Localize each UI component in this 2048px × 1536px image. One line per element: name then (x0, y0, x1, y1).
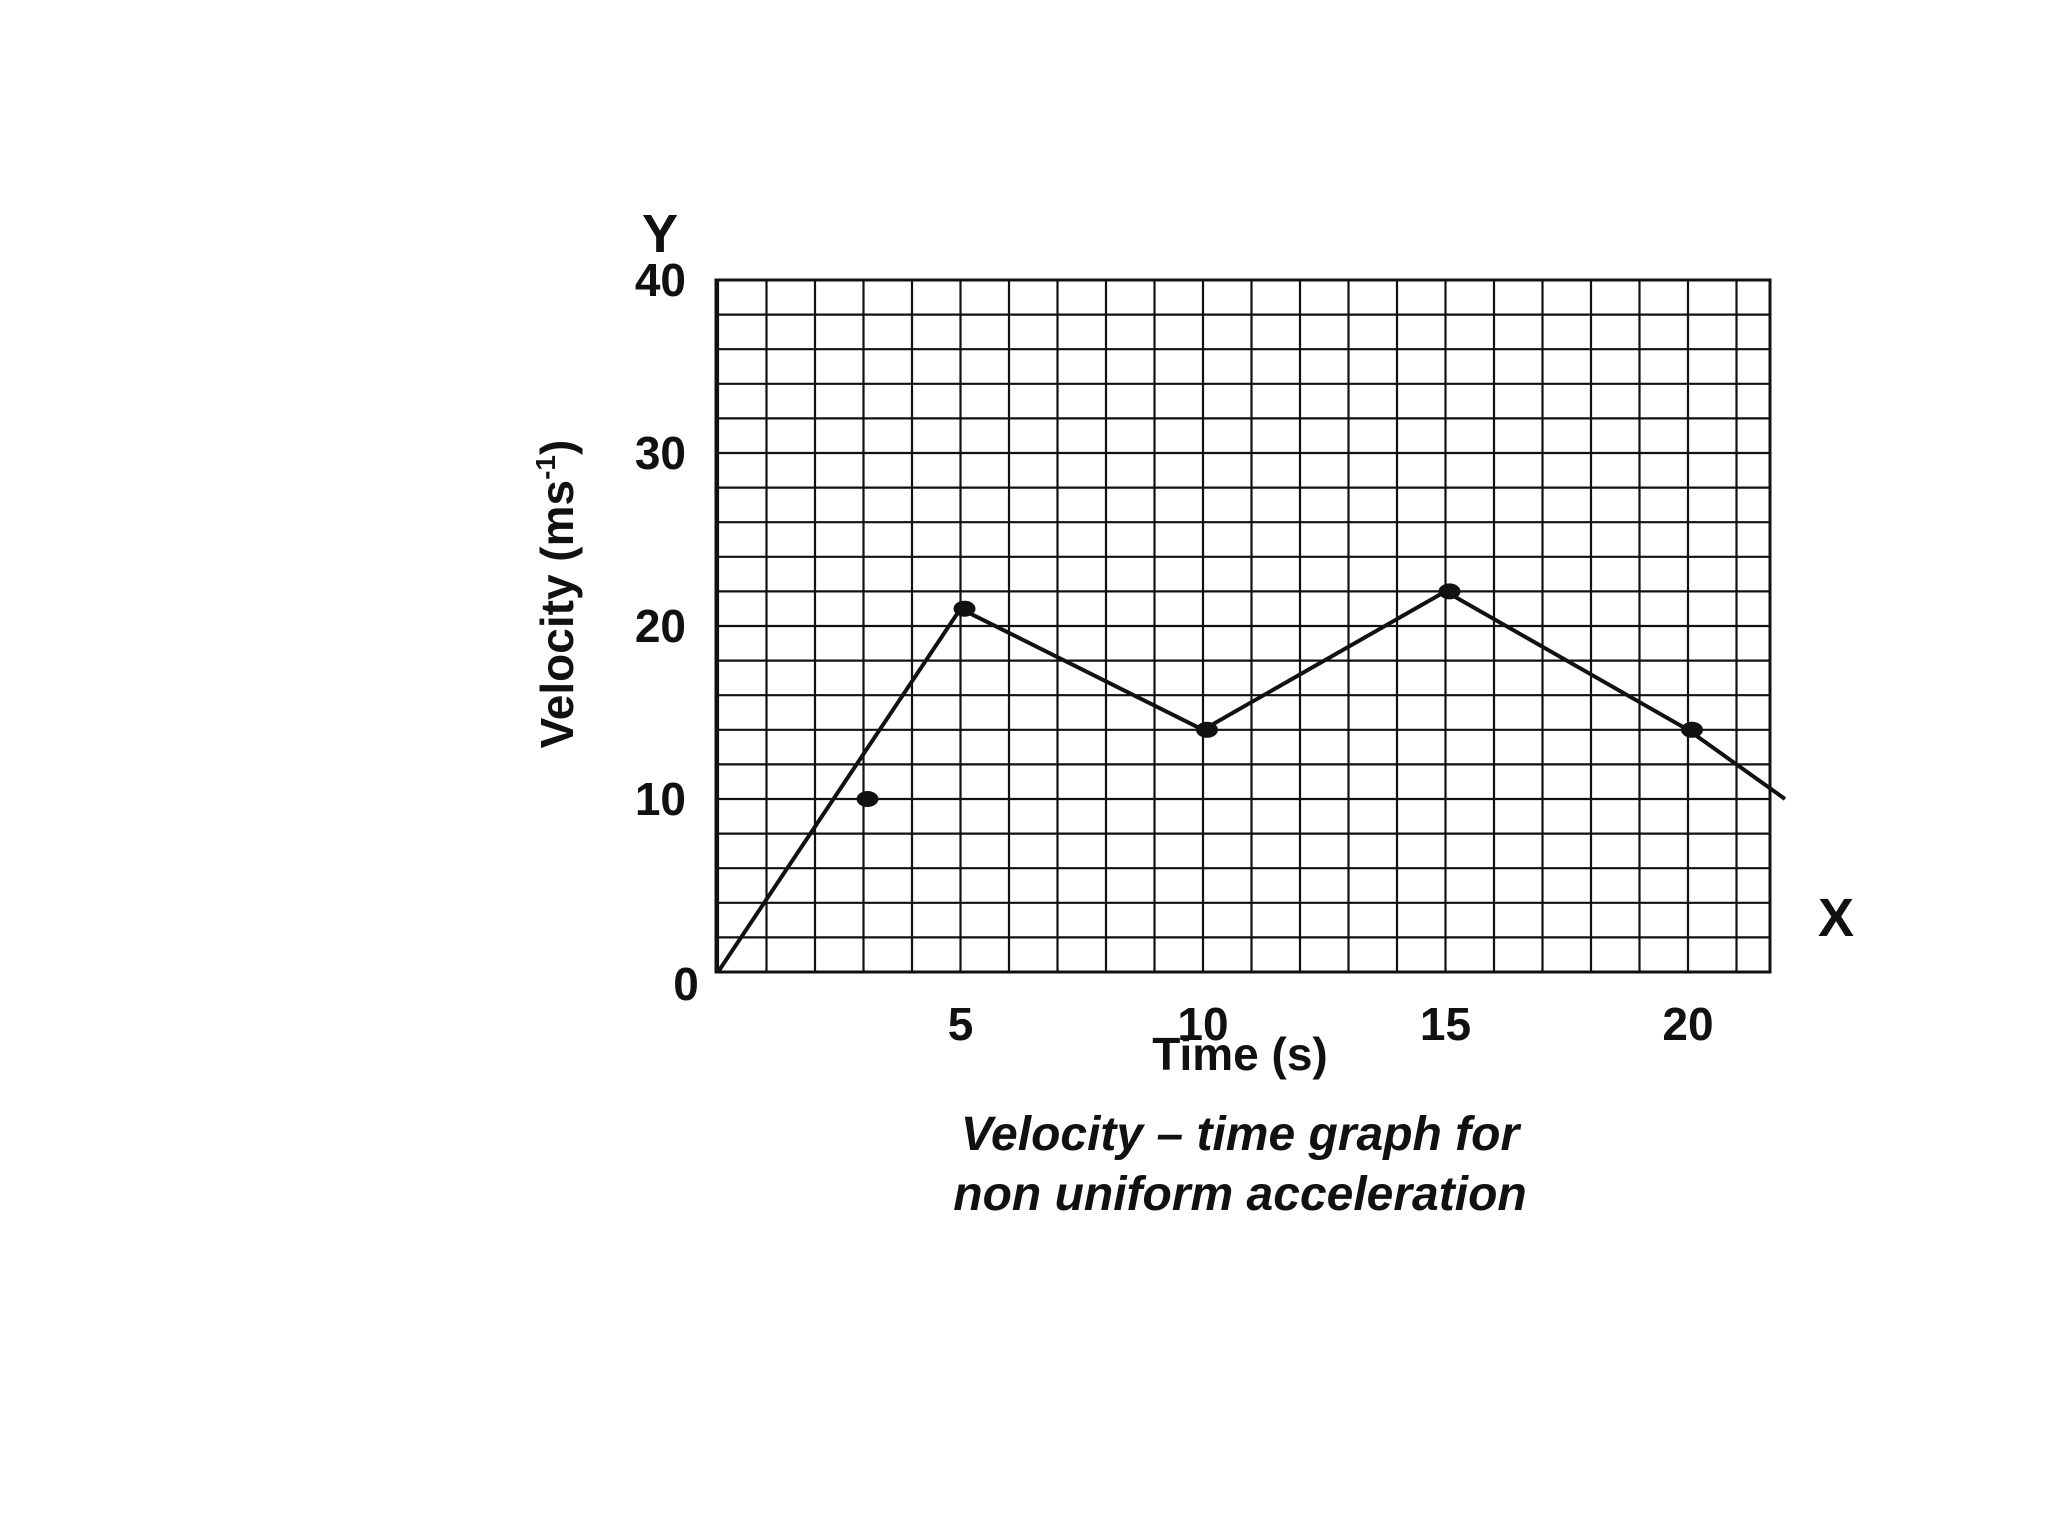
y-axis-title: Velocity (ms-1) (530, 440, 583, 749)
y-axis-title-text: Velocity (ms (531, 480, 583, 748)
data-point (856, 791, 879, 807)
data-point (1438, 583, 1461, 600)
chart-caption-line-2: non uniform acceleration (953, 1168, 1526, 1221)
series (716, 583, 1787, 974)
x-axis-title: Time (s) (1152, 1028, 1328, 1080)
chart-caption-line-1: Velocity – time graph for (961, 1108, 1522, 1161)
y-tick-label: 30 (635, 427, 686, 479)
velocity-line (716, 589, 1787, 974)
x-tick-label: 5 (948, 998, 974, 1050)
data-point (1196, 721, 1218, 738)
origin-label: 0 (673, 958, 699, 1010)
y-tick-label: 20 (635, 600, 686, 652)
y-axis-title-superscript: -1 (530, 455, 561, 480)
y-axis-title-close: ) (531, 440, 583, 455)
grid (716, 278, 1770, 974)
labels: Y X 0 Time (s) Velocity (ms-1) Velocity … (530, 204, 1854, 1221)
data-point (953, 600, 976, 617)
plot-frame (714, 278, 1772, 974)
x-tick-label: 20 (1662, 998, 1713, 1050)
x-tick-label: 10 (1177, 998, 1228, 1050)
x-tick-label: 15 (1420, 998, 1471, 1050)
x-axis-letter: X (1818, 888, 1854, 948)
y-tick-label: 10 (635, 773, 686, 825)
data-point (1681, 721, 1703, 738)
y-tick-label: 40 (635, 254, 686, 306)
y-axis-letter: Y (642, 204, 678, 264)
